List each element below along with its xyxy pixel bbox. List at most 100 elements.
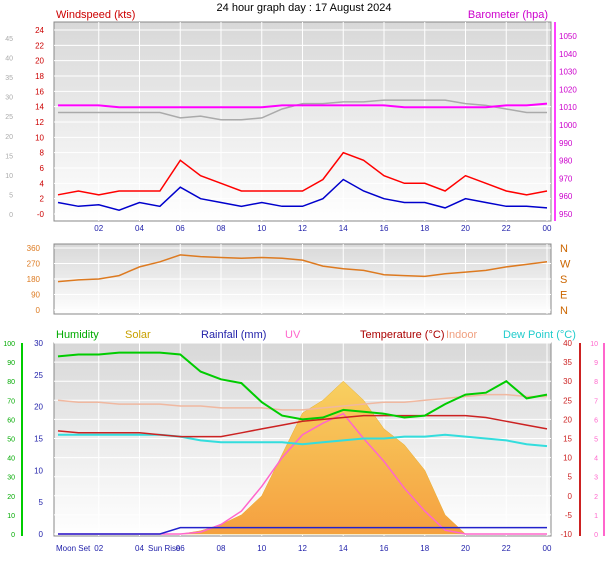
humidity-tick-label: 100 [3,341,15,348]
dewpoint-line [58,433,548,448]
temperature-line [57,414,548,438]
barometer-tick-label: 960 [559,192,573,201]
wind-outer-tick-label: 0 [9,212,13,219]
compass-tick-label: N [560,305,568,317]
x-tick-label: 00 [543,544,552,553]
legend-rainfall: Rainfall (mm) [201,329,266,341]
temperature-tick-label: 40 [563,339,572,348]
uv-tick-label: 5 [594,437,598,444]
wind-tick-label: 2 [40,195,45,204]
rainfall-tick-label: 20 [34,403,43,412]
legend-dewpoint: Dew Point (°C) [503,329,576,341]
compass-tick-label: S [560,274,567,286]
x-tick-label: 16 [380,544,389,553]
x-tick-label: 20 [461,544,470,553]
x-tick-label: 04 [135,224,144,233]
wind-tick-label: 6 [40,164,45,173]
direction-tick-label: 270 [27,260,41,269]
barometer-tick-label: 1000 [559,121,577,130]
barometer-tick-label: 990 [559,139,573,148]
uv-tick-label: 4 [594,456,598,463]
rainfall-tick-label: 5 [39,498,44,507]
barometer-line [58,102,548,109]
x-tick-label: 18 [420,544,429,553]
rainfall-tick-label: 0 [39,530,44,539]
legend-solar: Solar [125,329,151,341]
wind-outer-tick-label: 25 [5,114,13,121]
x-tick-label: 02 [94,544,103,553]
humidity-tick-label: 40 [7,456,15,463]
humidity-tick-label: 20 [7,494,15,501]
axis-layer: -024681012141618202224051015202530354045… [3,26,598,553]
series-layer [57,99,548,535]
direction-tick-label: 90 [31,291,40,300]
humidity-tick-label: 30 [7,475,15,482]
barometer-previous-line [58,99,547,121]
wind-tick-label: 18 [35,72,44,81]
humidity-tick-label: 90 [7,360,15,367]
wind-tick-label: 14 [35,103,44,112]
uv-tick-label: 0 [594,532,598,539]
wind-tick-label: 4 [40,179,45,188]
x-tick-label: 06 [176,224,185,233]
x-tick-label: 20 [461,224,470,233]
legend-humidity: Humidity [56,329,99,341]
humidity-line [57,351,548,421]
rainfall-tick-label: 25 [34,371,43,380]
x-tick-label: 12 [298,224,307,233]
uv-tick-label: 1 [594,513,598,520]
direction-tick-label: 0 [36,306,41,315]
temperature-tick-label: 5 [568,473,573,482]
temperature-tick-label: 20 [563,415,572,424]
temperature-tick-label: 30 [563,377,572,386]
legend-indoor: Indoor [446,329,478,341]
wind-tick-label: -0 [37,210,45,219]
barometer-tick-label: 1010 [559,103,577,112]
barometer-tick-label: 970 [559,174,573,183]
windspeed-axis-label: Windspeed (kts) [56,9,135,21]
x-tick-label: 22 [502,544,511,553]
wind-outer-tick-label: 35 [5,75,13,82]
rainfall-tick-label: 30 [34,339,43,348]
compass-tick-label: W [560,259,571,271]
temperature-tick-label: 15 [563,435,572,444]
barometer-tick-label: 1030 [559,68,577,77]
x-tick-label: 02 [94,224,103,233]
wind-outer-tick-label: 5 [9,192,13,199]
wind-tick-label: 20 [35,57,44,66]
temperature-tick-label: 0 [568,492,573,501]
humidity-tick-label: 10 [7,513,15,520]
wind-outer-tick-label: 20 [5,134,13,141]
barometer-tick-label: 950 [559,210,573,219]
x-tick-label: 06 [176,544,185,553]
direction-tick-label: 180 [27,275,41,284]
uv-tick-label: 2 [594,494,598,501]
rainfall-tick-label: 15 [34,435,43,444]
temperature-tick-label: 10 [563,454,572,463]
compass-tick-label: E [560,290,567,302]
humidity-tick-label: 80 [7,379,15,386]
legend-temperature: Temperature (°C) [360,329,444,341]
sunrise-label: Sun Rise [148,544,181,553]
wind-outer-tick-label: 30 [5,95,13,102]
x-tick-label: 14 [339,224,348,233]
uv-tick-label: 3 [594,475,598,482]
x-tick-label: 18 [420,224,429,233]
wind-gust-line [57,151,548,196]
humidity-tick-label: 70 [7,398,15,405]
barometer-tick-label: 980 [559,157,573,166]
wind-outer-tick-label: 40 [5,56,13,63]
wind-outer-tick-label: 15 [5,153,13,160]
temperature-tick-label: -10 [560,530,572,539]
grid-layer [54,22,551,536]
wind-tick-label: 12 [35,118,44,127]
uv-tick-label: 9 [594,360,598,367]
barometer-tick-label: 1020 [559,85,577,94]
wind-outer-tick-label: 10 [5,173,13,180]
x-tick-label: 08 [217,544,226,553]
x-tick-label: 04 [135,544,144,553]
x-tick-label: 00 [543,224,552,233]
graph-title: 24 hour graph day : 17 August 2024 [217,2,392,14]
wind-direction-line [57,254,548,283]
